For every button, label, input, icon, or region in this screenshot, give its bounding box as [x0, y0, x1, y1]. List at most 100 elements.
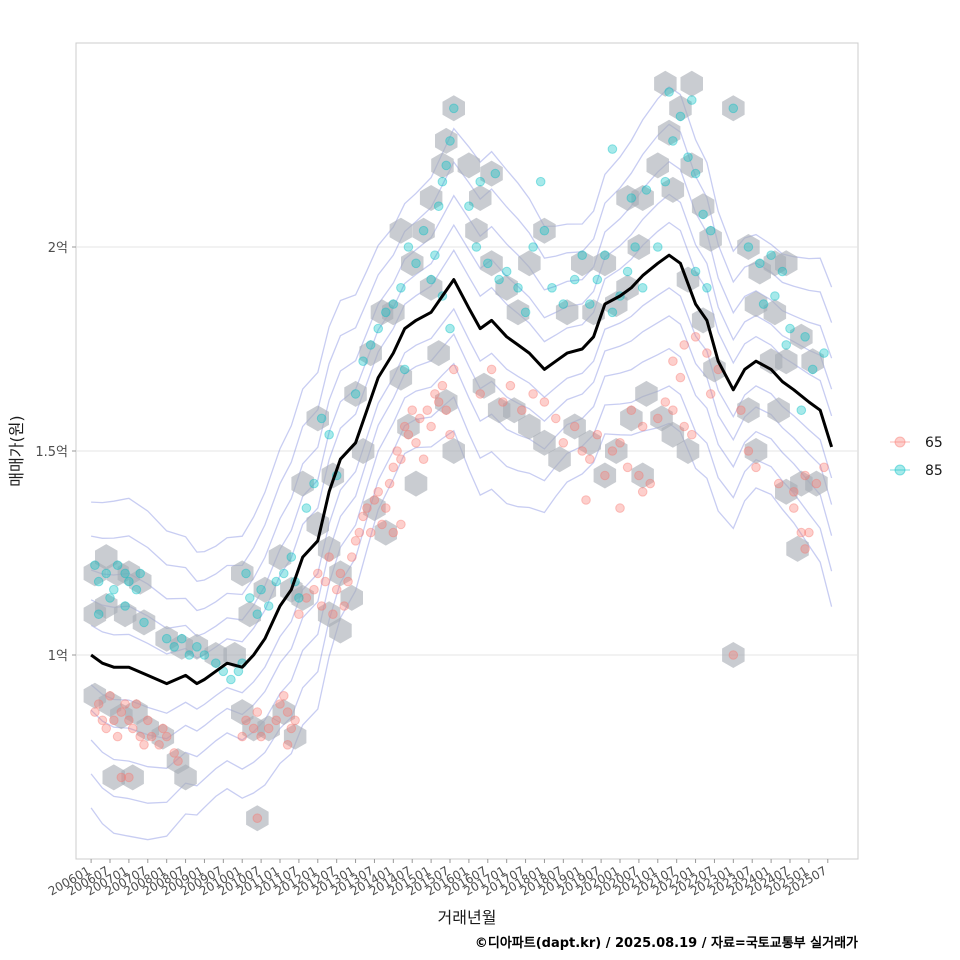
hexbin-cell [223, 642, 246, 668]
scatter-point-65 [301, 593, 312, 603]
x-axis-title: 거래년월 [438, 908, 497, 927]
scatter-point-65 [634, 470, 644, 481]
legend-key-65 [894, 436, 906, 448]
scatter-point-85 [199, 650, 210, 660]
scatter-point-65 [263, 723, 274, 734]
y-tick-label: 2억 [48, 241, 68, 256]
scatter-point-85 [192, 642, 202, 652]
scatter-point-85 [399, 364, 410, 375]
hexbin-cell [722, 95, 745, 122]
scatter-point-65 [275, 699, 285, 709]
scatter-point-85 [501, 266, 512, 277]
scatter-point-65 [392, 446, 402, 456]
scatter-point-65 [173, 756, 183, 766]
scatter-point-85 [743, 242, 754, 252]
hexbin-cell [605, 291, 628, 318]
scatter-point-85 [668, 136, 678, 146]
scatter-point-85 [396, 283, 406, 293]
scatter-point-85 [316, 413, 327, 424]
hexbin-cell [605, 438, 628, 464]
scatter-point-65 [679, 421, 690, 432]
scatter-point-65 [143, 715, 153, 726]
scatter-point-65 [135, 731, 145, 742]
scatter-point-65 [505, 380, 516, 391]
scatter-point-65 [381, 503, 391, 513]
scatter-point-85 [279, 568, 289, 579]
scatter-point-85 [494, 274, 504, 285]
scatter-point-85 [294, 593, 304, 603]
scatter-point-65 [384, 478, 395, 489]
scatter-point-65 [358, 511, 368, 522]
legend-label-65: 65 [925, 435, 943, 451]
scatter-point-85 [547, 283, 557, 293]
scatter-point-65 [252, 707, 263, 717]
scatter-point-85 [758, 299, 769, 309]
scatter-point-65 [343, 576, 353, 587]
scatter-point-65 [607, 446, 618, 456]
hexbin-cell [272, 699, 295, 726]
scatter-point-65 [789, 487, 799, 497]
density-contour [90, 315, 833, 740]
scatter-point-85 [728, 103, 739, 114]
scatter-point-65 [796, 527, 807, 538]
scatter-point-65 [789, 503, 799, 513]
hexbin-cell [722, 642, 745, 668]
scatter-point-85 [112, 560, 123, 571]
hexbin-cell [555, 299, 579, 326]
scatter-point-65 [637, 421, 648, 432]
y-axis: 1억 1.5억 2억 [35, 241, 76, 664]
scatter-point-65 [241, 715, 251, 726]
hexbin-cell [317, 601, 341, 628]
hexbin-cell [635, 380, 658, 407]
scatter-points [90, 87, 829, 824]
scatter-point-65 [528, 389, 538, 399]
scatter-point-85 [177, 633, 187, 644]
scatter-point-65 [286, 723, 297, 734]
trend-line [90, 253, 834, 686]
scatter-point-85 [626, 193, 637, 203]
hexbin-cell [95, 544, 118, 571]
scatter-point-85 [653, 242, 663, 252]
hexbin-cell [533, 429, 556, 456]
scatter-point-65 [679, 340, 690, 350]
scatter-point-85 [796, 405, 807, 416]
scatter-point-65 [256, 731, 266, 742]
hexbin-cell [185, 633, 209, 660]
scatter-point-85 [271, 576, 282, 587]
scatter-point-65 [422, 405, 433, 416]
hexbin-cell [578, 429, 601, 456]
scatter-point-65 [93, 699, 104, 709]
hexbin-cell [737, 234, 760, 260]
hexbin-cell [680, 152, 703, 179]
scatter-point-65 [592, 429, 603, 440]
scatter-point-85 [324, 429, 334, 440]
scatter-point-85 [585, 299, 595, 309]
hexbin-cell [744, 438, 768, 464]
scatter-point-65 [702, 348, 712, 358]
hexbin-cell [397, 413, 420, 440]
scatter-point-85 [785, 323, 795, 334]
hexbin-cell [627, 234, 651, 260]
scatter-point-65 [430, 389, 440, 399]
scatter-point-85 [592, 274, 603, 285]
hexbin-cell [389, 364, 413, 391]
hexbin-cell [680, 70, 703, 97]
density-contour [90, 422, 833, 841]
hexbin-cell [503, 397, 526, 424]
scatter-point-65 [399, 421, 410, 432]
density-contour [90, 347, 833, 769]
scatter-point-65 [158, 723, 168, 734]
legend-key-85 [894, 464, 906, 476]
scatter-point-85 [600, 250, 610, 260]
scatter-point-85 [411, 258, 421, 269]
scatter-point-65 [645, 478, 656, 489]
density-contour [90, 385, 833, 804]
scatter-point-65 [415, 413, 425, 424]
scatter-point-85 [528, 242, 538, 252]
scatter-point-65 [475, 389, 486, 399]
scatter-point-65 [396, 454, 406, 465]
scatter-point-85 [101, 568, 111, 579]
hexbin-cell [650, 405, 673, 432]
scatter-point-85 [445, 136, 455, 146]
hexbin-cell [291, 470, 314, 497]
